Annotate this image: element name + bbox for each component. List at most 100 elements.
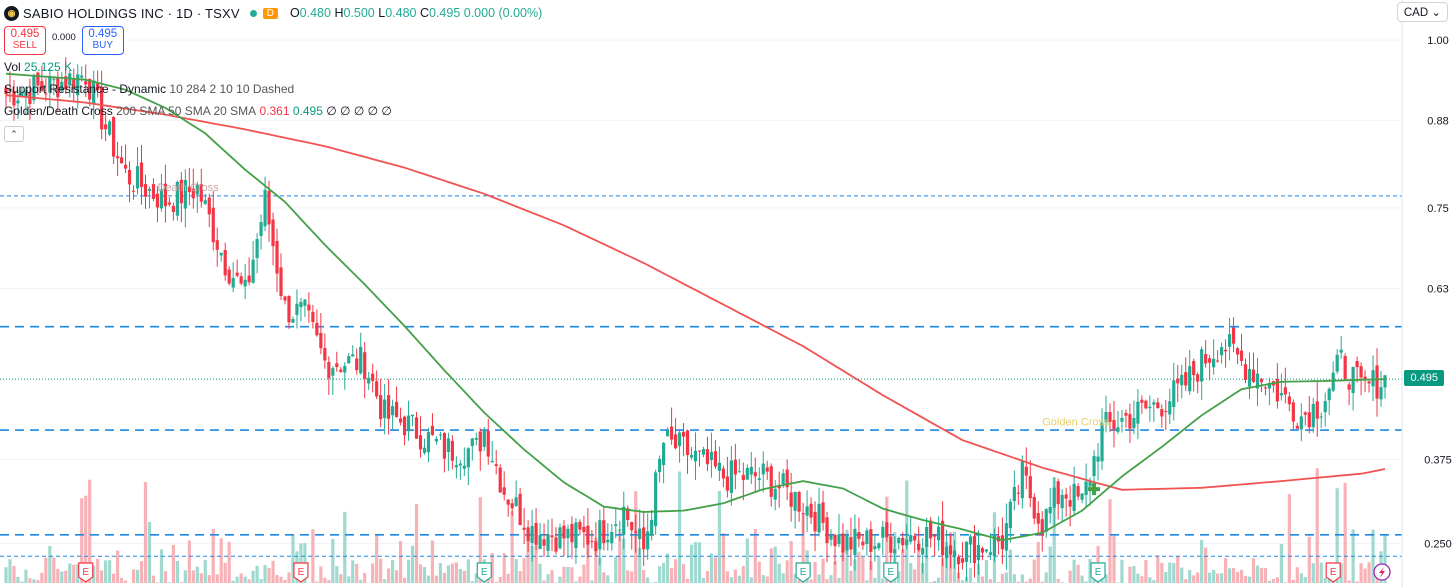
volume-bar [223, 562, 227, 583]
earnings-marker-icon[interactable]: E [78, 562, 94, 583]
volume-bar [1024, 581, 1028, 583]
volume-bar [725, 571, 729, 583]
volume-bar [143, 481, 148, 583]
symbol-title[interactable]: SABIO HOLDINGS INC · 1D · TSXV [23, 5, 240, 21]
earnings-marker-icon[interactable]: E [476, 562, 492, 583]
candle-body [363, 352, 367, 379]
volume-bar [371, 563, 375, 583]
volume-bar [996, 582, 1001, 583]
earnings-marker-shape [1325, 562, 1341, 583]
volume-bar [1303, 577, 1307, 583]
currency-selector[interactable]: CAD ⌄ [1396, 2, 1448, 22]
volume-bar [1056, 578, 1060, 583]
candle-body [785, 469, 789, 488]
volume-bar [817, 574, 821, 583]
candle-body [135, 166, 140, 189]
candle-body [1184, 372, 1188, 386]
volume-bar [1184, 579, 1188, 583]
volume-bar [1060, 582, 1064, 583]
candle-body [159, 189, 164, 209]
candle-body [642, 527, 646, 550]
volume-bar [1367, 562, 1371, 583]
earnings-marker-icon[interactable]: E [293, 562, 309, 583]
candle-body [984, 549, 989, 552]
candle-body [538, 535, 542, 550]
volume-bar [259, 578, 263, 583]
volume-bar [777, 563, 781, 583]
volume-bar [263, 564, 267, 583]
volume-bar [1319, 562, 1323, 583]
volume-bar [56, 568, 60, 583]
volume-bar [841, 540, 845, 583]
candle-body [271, 219, 275, 247]
volume-bar [1343, 482, 1347, 583]
candle-body [454, 465, 458, 468]
volume-indicator-row[interactable]: Vol 25.125 K [4, 60, 73, 74]
volume-bar [279, 576, 283, 583]
candle-body [1339, 349, 1343, 353]
volume-bar [729, 577, 733, 583]
volume-bar [857, 552, 861, 583]
candle-body [171, 205, 175, 212]
volume-bar [410, 545, 415, 583]
candle-body [343, 365, 347, 373]
volume-bar [980, 576, 985, 583]
golden-death-cross-indicator-row[interactable]: Golden/Death Cross 200 SMA 50 SMA 20 SMA… [4, 104, 392, 118]
volume-bar [490, 553, 494, 583]
candle-body [406, 415, 411, 432]
candle-body [574, 522, 578, 549]
candle-body [414, 417, 419, 439]
volume-bar [355, 563, 359, 583]
buy-button[interactable]: 0.495 BUY [81, 25, 124, 55]
volume-bar [48, 546, 52, 583]
volume-bar [426, 575, 431, 583]
volume-bar [24, 569, 28, 583]
volume-bar [1148, 577, 1152, 583]
earnings-marker-icon[interactable]: E [795, 562, 811, 583]
volume-bar [462, 570, 466, 583]
d-badge[interactable]: D [262, 7, 278, 19]
candle-body [331, 368, 335, 376]
volume-bar [88, 479, 92, 583]
sma50-line [5, 72, 1386, 542]
candle-body [801, 513, 805, 515]
volume-bar [793, 573, 797, 583]
candle-body [1208, 358, 1212, 363]
volume-bar [383, 579, 387, 583]
candle-body [76, 74, 80, 96]
support-resistance-indicator-row[interactable]: Support Resistance - Dynamic 10 284 2 10… [4, 82, 295, 96]
candle-body [566, 528, 570, 539]
candle-body [119, 157, 124, 164]
ohlc-values: O0.480 H0.500 L0.480 C0.495 0.000 (0.00%… [289, 6, 543, 20]
earnings-marker-icon[interactable]: E [1325, 562, 1341, 583]
volume-bar [319, 566, 323, 583]
candle-body [1311, 403, 1315, 428]
volume-bar [933, 581, 937, 583]
support-resistance-lines [0, 195, 1402, 557]
collapse-legend-chevron-icon[interactable]: ⌃ [4, 126, 24, 142]
candle-body [1343, 356, 1347, 379]
candle-body [147, 188, 152, 191]
volume-bar [219, 538, 223, 583]
volume-bar [123, 580, 128, 583]
volume-bar [1016, 581, 1020, 583]
volume-bar [1140, 576, 1144, 583]
earnings-marker-icon[interactable]: E [883, 562, 899, 583]
candle-body [1172, 380, 1176, 407]
sell-button[interactable]: 0.495 SELL [4, 25, 46, 55]
candle-body [275, 240, 279, 274]
spread-value: 0.000 [52, 32, 76, 43]
candle-body [829, 535, 833, 540]
volume-bar [925, 542, 929, 583]
volume-bar [1000, 573, 1004, 583]
candle-body [1192, 361, 1196, 376]
earnings-marker-icon[interactable]: E [1090, 562, 1106, 583]
candle-body [1144, 400, 1148, 409]
volume-bar [849, 570, 853, 583]
candle-body [231, 277, 235, 288]
volume-bar [642, 570, 646, 583]
candle-body [1216, 360, 1220, 362]
candle-body [737, 471, 741, 473]
candle-body [1323, 401, 1327, 413]
